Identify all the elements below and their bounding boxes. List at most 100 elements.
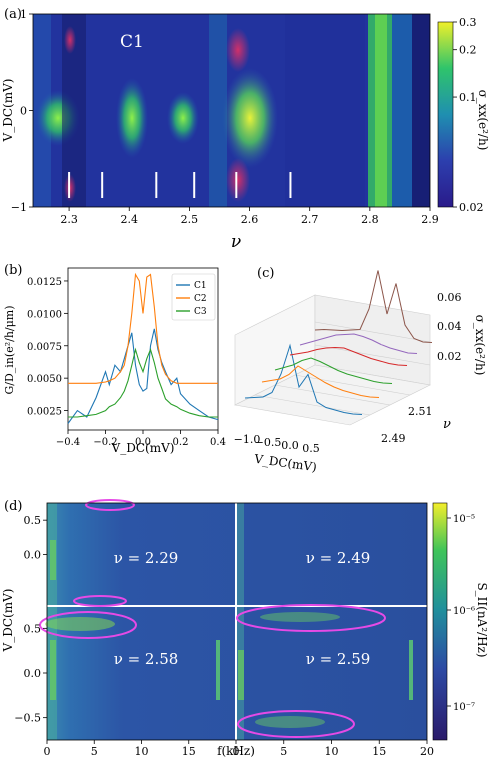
ellipse-marker	[73, 595, 127, 607]
y-tick-label: 0.5	[24, 514, 42, 527]
panel-c-zlabel: σ_xx(e²/h)	[473, 315, 487, 376]
series-line-3	[274, 357, 393, 384]
panel-a-colorbar	[437, 21, 454, 208]
panel-b-letter: (b)	[4, 263, 22, 278]
panel-d-letter: (d)	[4, 499, 22, 514]
series-line-2	[261, 365, 380, 398]
series-line-6	[314, 270, 433, 343]
panel-d-frame	[46, 502, 428, 741]
x-tick-label: 2.3	[60, 213, 78, 226]
y-tick-label: 0.0025	[27, 407, 62, 418]
panel-d-ylabel: V_DC(mV)	[1, 589, 15, 653]
z-tick-label: 0.02	[437, 350, 462, 363]
y-tick-label: 0.0075	[27, 342, 62, 353]
y-tick-label: 0	[20, 105, 27, 118]
panel-b-y-ticks: 0.0025 0.0050 0.0075 0.0100 0.0125	[27, 277, 68, 418]
marker-label: 7/3	[93, 206, 111, 219]
legend-label: C1	[194, 281, 207, 291]
x-tick-label: 20	[420, 745, 434, 758]
panel-d-label-3: ν = 2.58	[114, 650, 179, 668]
ellipse-marker	[85, 499, 135, 511]
ellipse-marker	[236, 604, 386, 632]
x-tick-label: 2.7	[301, 213, 319, 226]
ellipse-marker	[237, 710, 355, 738]
series-line-4	[289, 346, 408, 366]
series-line-5	[299, 333, 418, 354]
panel-b: (b) −0.4 −0.2 0.0 0.2 0.4 0.0025 0.0050 0.0075…	[3, 263, 226, 455]
colorbar-tick-label: 0.2	[459, 44, 477, 57]
panel-a-y-ticks: 1 0 −1	[11, 8, 33, 214]
x-tick-label: 0.0	[281, 439, 299, 452]
x-tick-label: 0.4	[210, 437, 226, 448]
panel-a-x-ticks: 2.3 2.4 2.5 2.6 2.7 2.8 2.9	[60, 207, 439, 226]
z-tick-label: 0.04	[437, 320, 462, 333]
legend-label: C2	[194, 294, 207, 304]
panel-c-y-ticks: 2.49 2.51	[381, 405, 433, 445]
series-line-c3	[68, 347, 218, 418]
panel-b-xlabel: V_DC(mV)	[111, 441, 175, 455]
y-tick-label: −1	[11, 201, 27, 214]
y-tick-label: 0.0100	[27, 309, 62, 320]
marker-label: 8/3	[282, 206, 300, 219]
marker-label: R2c	[226, 206, 247, 219]
panel-a-ylabel: V_DC(mV)	[1, 79, 15, 143]
panel-d-x-ticks: 0 5 10 15 0 5 10 15 20	[44, 740, 434, 758]
panel-c-z-ticks: 0.06 0.04 0.02	[437, 291, 462, 363]
panel-a: (a) C1 R2a 7/3 R2b 5/2 R2c 8/3 2.3 2.4 2.5 2.6 2.…	[1, 7, 490, 252]
x-tick-label: 2.5	[181, 213, 199, 226]
panel-a-colorbar-ticks: 0.3 0.2 0.1 0.02	[453, 16, 484, 214]
x-tick-label: 10	[135, 745, 149, 758]
panel-d-y-ticks: 0.5 0.0 0.5 0.0 −0.5	[14, 514, 47, 725]
x-tick-label: 0	[233, 745, 240, 758]
panel-d-xlabel: f(kHz)	[217, 744, 255, 758]
panel-a-annotation: C1	[120, 32, 144, 52]
panel-d-colorbar-label: S_II(nA²/Hz)	[475, 582, 489, 657]
y-tick-label: 0.5	[24, 622, 42, 635]
panel-c-xlabel: V_DC(mV)	[252, 452, 317, 475]
panel-d-label-2: ν = 2.49	[306, 549, 371, 567]
panel-d-ellipses	[39, 499, 386, 738]
panel-d: (d) ν = 2.29 ν = 2.49 ν = 2.58 ν = 2.59	[1, 499, 489, 758]
panel-b-series	[67, 272, 219, 424]
y-tick-label: −0.5	[14, 712, 41, 725]
z-tick-label: 0.06	[437, 291, 462, 304]
panel-a-markers: R2a 7/3 R2b 5/2 R2c 8/3	[58, 172, 299, 219]
panel-a-letter: (a)	[4, 7, 22, 22]
x-tick-label: 0.5	[302, 442, 320, 455]
x-tick-label: 2.6	[241, 213, 259, 226]
x-tick-label: 2.9	[421, 213, 439, 226]
x-tick-label: 0.2	[173, 437, 189, 448]
x-tick-label: −0.5	[255, 436, 282, 449]
ellipse-marker	[39, 611, 137, 639]
y-tick-label: 2.49	[381, 432, 406, 445]
x-tick-label: 15	[182, 745, 196, 758]
panel-a-xlabel: ν	[231, 232, 241, 252]
y-tick-label: 0.0	[24, 549, 42, 562]
x-tick-label: −0.4	[56, 437, 80, 448]
panel-a-heatmap-features	[33, 14, 430, 207]
colorbar-tick-label: 0.3	[459, 16, 477, 29]
panel-a-colorbar-label: σ_xx(e²/h)	[476, 90, 490, 151]
panel-c-series	[244, 270, 433, 415]
x-tick-label: 5	[91, 745, 98, 758]
x-tick-label: −0.2	[93, 437, 117, 448]
series-line-c2	[68, 272, 218, 384]
colorbar-tick-label: 0.1	[459, 91, 477, 104]
panel-c-x-ticks: −1.0−0.5 0.0 0.5	[234, 433, 320, 455]
legend-label: C3	[194, 307, 207, 317]
x-tick-label: 0.0	[135, 437, 151, 448]
y-tick-label: 0.0	[24, 667, 42, 680]
x-tick-label: 2.4	[120, 213, 138, 226]
colorbar-tick-label: 10⁻⁷	[453, 702, 475, 713]
y-tick-label: 0.0125	[27, 277, 62, 288]
x-tick-label: −1.0	[234, 433, 261, 446]
x-tick-label: 15	[372, 745, 386, 758]
x-tick-label: 2.8	[361, 213, 379, 226]
panel-d-label-4: ν = 2.59	[306, 650, 371, 668]
colorbar-tick-label: 10⁻⁵	[453, 514, 475, 525]
panel-d-colorbar-ticks: 10⁻⁵ 10⁻⁶ 10⁻⁷	[447, 514, 475, 713]
panel-d-colorbar	[432, 502, 448, 741]
colorbar-tick-label: 0.02	[459, 201, 484, 214]
x-tick-label: 5	[280, 745, 287, 758]
panel-c-letter: (c)	[257, 266, 274, 281]
